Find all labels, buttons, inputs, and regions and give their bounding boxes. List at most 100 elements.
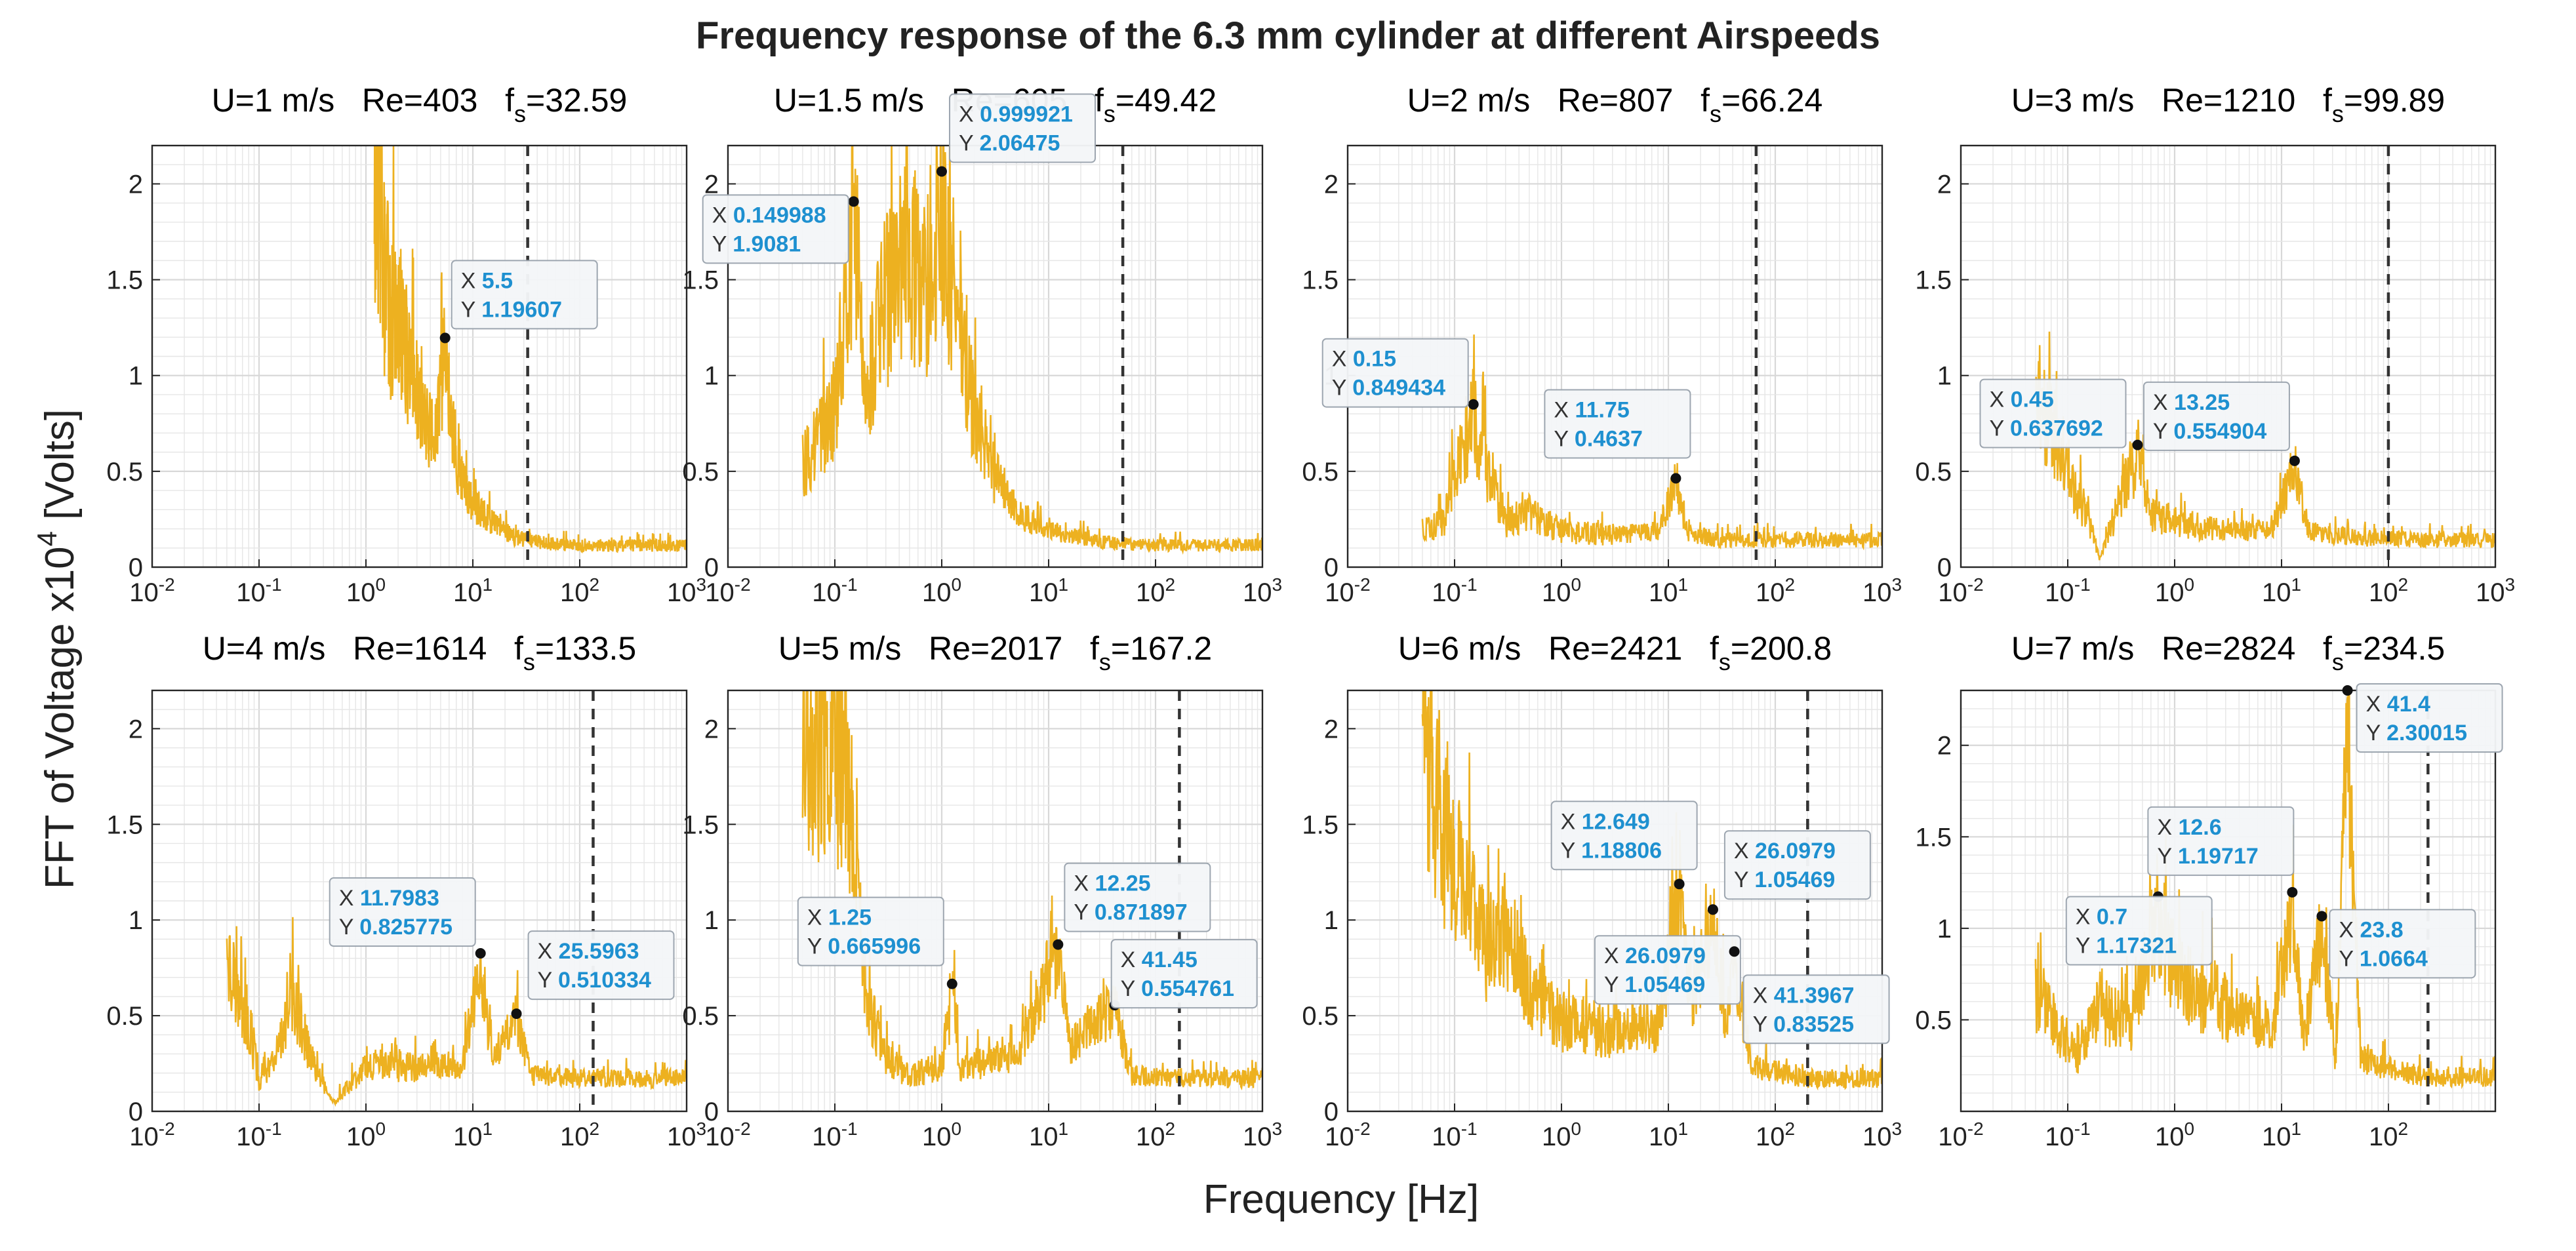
datatip-x-value: 13.25	[2174, 390, 2230, 415]
datatip-x-row: X 41.4	[2366, 692, 2430, 717]
subplot-title-value: =167.2	[1111, 630, 1212, 667]
datatip-y-key: Y	[2366, 721, 2387, 745]
x-tick-base: 10	[667, 1122, 696, 1151]
x-tick-label: 10-1	[2045, 574, 2090, 607]
y-tick-label: 0	[704, 1098, 719, 1126]
y-tick-label: 1.5	[106, 266, 143, 295]
datatip[interactable]: X 41.4Y 2.30015	[2356, 683, 2503, 753]
datatip-marker[interactable]	[511, 1008, 522, 1020]
subplot-title-value: =200.8	[1731, 630, 1832, 667]
datatip-box	[797, 896, 944, 966]
datatip-marker[interactable]	[848, 196, 859, 207]
x-tick-label: 101	[453, 574, 493, 607]
datatip[interactable]: X 13.25Y 0.554904	[2143, 381, 2290, 451]
x-tick-exponent: 0	[951, 1119, 961, 1139]
x-tick-label: 101	[1649, 1119, 1688, 1151]
datatip-y-key: Y	[1332, 376, 1353, 401]
x-tick-base: 10	[560, 1122, 590, 1151]
axes-box	[1960, 144, 2497, 568]
axes-box	[1960, 689, 2497, 1113]
datatip[interactable]: X 41.45Y 0.554761	[1110, 939, 1258, 1009]
subplot-title-value: =99.89	[2344, 82, 2445, 119]
datatip-y-row: Y 0.637692	[1989, 416, 2103, 441]
x-tick-exponent: 0	[1571, 574, 1581, 595]
datatip[interactable]: X 12.25Y 0.871897	[1064, 862, 1211, 932]
datatip-y-key: Y	[461, 297, 482, 322]
x-tick-exponent: 2	[1784, 1119, 1795, 1139]
datatip-marker[interactable]	[1707, 904, 1718, 915]
datatip-x-row: X 0.7	[2076, 905, 2127, 930]
x-tick-label: 10-2	[1325, 574, 1370, 607]
signal-trace	[2034, 690, 2495, 1090]
x-tick-base: 10	[922, 578, 952, 607]
datatip-x-key: X	[1554, 397, 1575, 422]
datatip-x-row: X 0.45	[1989, 387, 2053, 412]
datatip-x-row: X 5.5	[461, 268, 513, 293]
y-axis-label-exponent: 4	[31, 531, 62, 546]
datatip-x-row: X 11.7983	[339, 886, 439, 911]
datatip-box	[1110, 939, 1258, 1009]
x-tick-exponent: -1	[266, 574, 282, 595]
datatip-y-row: Y 1.17321	[2076, 934, 2177, 959]
datatip[interactable]: X 0.7 Y 1.17321	[2065, 896, 2213, 966]
datatip-marker[interactable]	[2316, 911, 2327, 922]
datatip-marker[interactable]	[2287, 886, 2298, 898]
datatip-marker[interactable]	[2132, 439, 2143, 450]
x-tick-exponent: 1	[482, 574, 493, 595]
datatip-marker[interactable]	[2289, 455, 2300, 466]
datatip-y-value: 0.637692	[2010, 416, 2103, 441]
x-tick-base: 10	[705, 1122, 735, 1151]
x-tick-base: 10	[346, 578, 376, 607]
datatip-x-row: X 26.0979	[1604, 943, 1706, 968]
x-tick-label: 10-2	[129, 1119, 174, 1151]
x-tick-label: 100	[2155, 1119, 2194, 1151]
datatip-marker[interactable]	[1053, 939, 1064, 950]
x-tick-label: 103	[1243, 574, 1282, 607]
datatip-marker[interactable]	[946, 978, 957, 989]
x-tick-exponent: 3	[1272, 574, 1282, 595]
x-tick-base: 10	[1136, 578, 1165, 607]
y-tick-label: 1	[1937, 362, 1952, 391]
datatip-marker[interactable]	[475, 948, 486, 959]
datatip-marker[interactable]	[1468, 399, 1479, 410]
datatip-y-row: Y 1.19607	[461, 297, 562, 322]
datatip-marker[interactable]	[1729, 946, 1740, 957]
datatip-x-row: X 26.0979	[1734, 839, 1836, 864]
datatip[interactable]: X 12.6Y 1.19717	[2147, 806, 2295, 876]
x-tick-base: 10	[1649, 578, 1678, 607]
x-tick-label: 102	[2369, 574, 2408, 607]
datatip-marker[interactable]	[1670, 473, 1681, 484]
y-tick-label: 1.5	[1915, 266, 1952, 295]
y-tick-label: 0	[129, 1098, 143, 1126]
datatip-y-row: Y 1.0664	[2339, 946, 2428, 971]
x-tick-base: 10	[560, 578, 590, 607]
x-tick-exponent: 1	[1678, 574, 1688, 595]
datatip[interactable]: X 1.25Y 0.665996	[797, 896, 944, 966]
y-tick-label: 2	[1937, 732, 1952, 761]
datatip-marker[interactable]	[936, 166, 947, 177]
datatip-marker[interactable]	[439, 332, 451, 344]
datatip-marker[interactable]	[2342, 685, 2353, 696]
datatip-y-row: Y 1.05469	[1734, 867, 1835, 892]
datatip[interactable]: X 11.75Y 0.4637	[1544, 389, 1691, 459]
datatip[interactable]: X 23.8Y 1.0664	[2329, 909, 2476, 979]
datatip-x-row: X 0.149988	[712, 203, 826, 228]
subplot-title-main: U=2 m/s Re=807 f	[1407, 82, 1710, 119]
datatip[interactable]: X 5.5 Y 1.19607	[451, 260, 598, 330]
subplot-title-value: =66.24	[1721, 82, 1822, 119]
datatip-x-row: X 41.45	[1121, 947, 1197, 972]
datatip[interactable]: X 0.45 Y 0.637692	[1979, 378, 2127, 448]
datatip[interactable]: X 26.0979 Y 1.05469	[1723, 830, 1871, 900]
datatip[interactable]: X 0.15Y 0.849434	[1321, 338, 1469, 408]
x-tick-base: 10	[1136, 1122, 1165, 1151]
figure-title: Frequency response of the 6.3 mm cylinde…	[696, 14, 1880, 57]
datatip-marker[interactable]	[1674, 879, 1685, 890]
subplot-title-main: U=4 m/s Re=1614 f	[203, 630, 523, 667]
